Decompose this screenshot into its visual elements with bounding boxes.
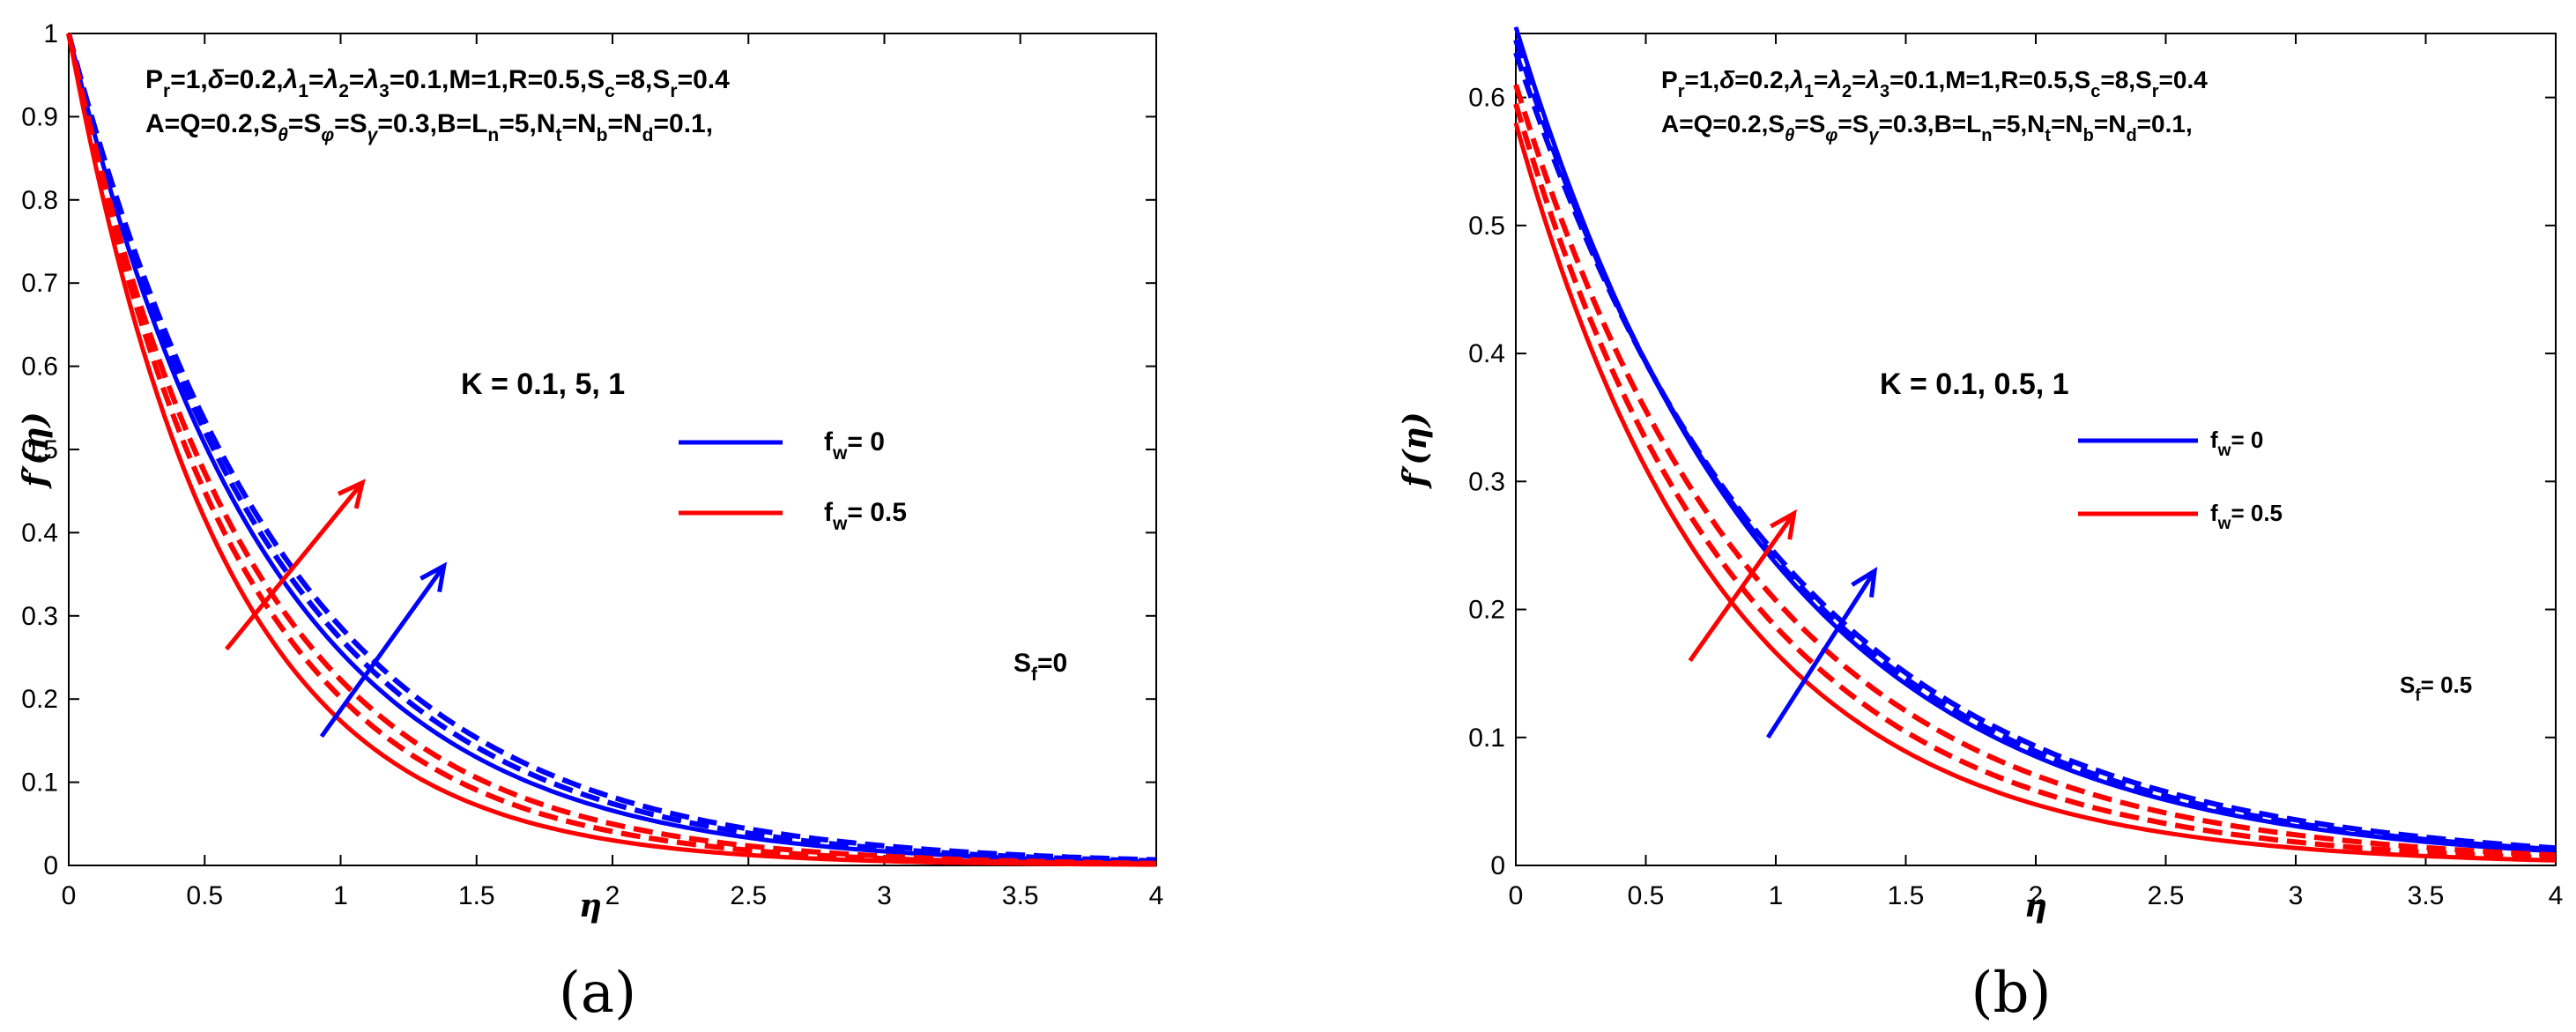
series-line-fw-0-k-1 bbox=[66, 33, 1157, 863]
series-line-fw-0-k-1 bbox=[1513, 51, 2557, 851]
series-line-fw-0-5-k-0-5 bbox=[66, 33, 1156, 867]
y-tick-label: 0.4 bbox=[1468, 339, 1505, 368]
plot-area-a: 0 0.5 1 1.5 2 2.5 3 3.5 4 0 0.1 0.2 0.3 0.4 0.5 0.6 0.7 0… bbox=[21, 19, 1163, 910]
x-tick-label: 4 bbox=[1149, 881, 1164, 910]
series-line-fw-0-k-0-5 bbox=[66, 33, 1157, 864]
y-tick-label: 0 bbox=[43, 851, 58, 880]
y-tick-label: 0.9 bbox=[21, 102, 58, 131]
param-line1-b: Pr=1,δ=0.2,λ1=λ2=λ3=0.1,M=1,R=0.5,Sc=8,S… bbox=[1661, 66, 2208, 101]
y-tick-label: 0.2 bbox=[21, 685, 58, 714]
x-axis-label-b: η bbox=[2024, 887, 2047, 924]
x-tick-label: 2.5 bbox=[730, 881, 767, 910]
trend-arrow-head-1 bbox=[419, 561, 448, 593]
series-line-fw-0-5-k-0-1 bbox=[66, 33, 1156, 867]
trend-arrow-1 bbox=[1766, 569, 1877, 739]
series-line-fw-0-5-k-0-1 bbox=[1513, 123, 2557, 863]
plot-area-b: 0 0.5 1 1.5 2 2.5 3 3.5 4 0 0.1 0.2 0.3 0.4 0.5 0.6 bbox=[1468, 26, 2564, 910]
param-line1-a: Pr=1,δ=0.2,λ1=λ2=λ3=0.1,M=1,R=0.5,Sc=8,S… bbox=[145, 65, 730, 101]
y-tick-label: 0.5 bbox=[21, 435, 58, 464]
k-annotation-a: K = 0.1, 5, 1 bbox=[461, 368, 625, 401]
x-tick-label: 0.5 bbox=[1628, 881, 1665, 910]
y-tick-label: 0.2 bbox=[1468, 596, 1505, 625]
x-tick-label: 3 bbox=[877, 881, 892, 910]
trend-arrow-head-1 bbox=[1851, 567, 1878, 598]
series-line-fw-0-5-k-0-5 bbox=[1513, 103, 2557, 861]
chart-b: 0 0.5 1 1.5 2 2.5 3 3.5 4 0 0.1 0.2 0.3 0.4 0.5 0.6 Pr=… bbox=[1397, 26, 2564, 1026]
y-tick-label: 0.5 bbox=[1468, 212, 1505, 241]
trend-arrow-1 bbox=[319, 564, 446, 739]
legend-label-blue-a: fw= 0 bbox=[824, 427, 885, 464]
legend-label-red-a: fw= 0.5 bbox=[824, 498, 907, 534]
y-tick-label: 0.3 bbox=[1468, 467, 1505, 496]
y-tick-label: 1 bbox=[43, 19, 58, 48]
y-axis-label-a: f′(η) bbox=[17, 412, 54, 489]
trend-arrow-0 bbox=[1688, 512, 1796, 663]
x-tick-label: 4 bbox=[2549, 881, 2564, 910]
series-line-fw-0-5-k-1 bbox=[1513, 84, 2557, 858]
x-tick-label: 2.5 bbox=[2148, 881, 2185, 910]
trend-arrow-head-0 bbox=[337, 479, 366, 509]
legend-label-blue-b: fw= 0 bbox=[2210, 427, 2263, 460]
y-tick-label: 0.8 bbox=[21, 186, 58, 215]
y-tick-label: 0.1 bbox=[21, 768, 58, 798]
x-tick-label: 3.5 bbox=[1002, 881, 1039, 910]
x-tick-label: 0.5 bbox=[186, 881, 223, 910]
param-line2-a: A=Q=0.2,Sθ=Sφ=Sγ=0.3,B=Ln=5,Nt=Nb=Nd=0.1… bbox=[145, 109, 713, 145]
y-tick-label: 0.7 bbox=[21, 269, 58, 298]
x-tick-label: 3.5 bbox=[2408, 881, 2445, 910]
sf-annotation-a: Sf=0 bbox=[1013, 649, 1067, 685]
x-tick-label: 1 bbox=[1769, 881, 1784, 910]
param-line2-b: A=Q=0.2,Sθ=Sφ=Sγ=0.3,B=Ln=5,Nt=Nb=Nd=0.1… bbox=[1661, 110, 2193, 145]
plot-frame-a bbox=[68, 33, 1157, 866]
x-tick-label: 0 bbox=[1509, 881, 1524, 910]
x-tick-label: 0 bbox=[62, 881, 77, 910]
series-line-fw-0-k-0-1 bbox=[1513, 26, 2557, 854]
chart-a: 0 0.5 1 1.5 2 2.5 3 3.5 4 0 0.1 0.2 0.3 0.4 0.5 0.6 0.7 0… bbox=[17, 19, 1163, 1026]
y-tick-label: 0.6 bbox=[21, 353, 58, 382]
x-tick-label: 2 bbox=[2029, 881, 2044, 910]
x-tick-label: 1.5 bbox=[1888, 881, 1925, 910]
series-line-fw-0-k-0-5 bbox=[1513, 39, 2557, 853]
y-tick-label: 0.6 bbox=[1468, 84, 1505, 113]
trend-arrow-0 bbox=[224, 481, 365, 651]
series-line-fw-0-k-0-1 bbox=[66, 33, 1157, 865]
x-tick-label: 3 bbox=[2289, 881, 2304, 910]
x-tick-label: 2 bbox=[605, 881, 620, 910]
series-line-fw-0-5-k-1 bbox=[66, 33, 1157, 866]
y-tick-label: 0.1 bbox=[1468, 724, 1505, 753]
y-axis-label-b: f′(η) bbox=[1397, 412, 1434, 489]
x-tick-label: 1.5 bbox=[458, 881, 495, 910]
caption-a: (a) bbox=[559, 961, 636, 1026]
y-tick-label: 0 bbox=[1490, 851, 1505, 880]
x-axis-label-a: η bbox=[579, 887, 602, 924]
y-tick-label: 0.4 bbox=[21, 518, 58, 547]
trend-arrow-head-0 bbox=[1770, 509, 1797, 540]
plot-frame-b bbox=[1515, 33, 2557, 866]
sf-annotation-b: Sf= 0.5 bbox=[2400, 672, 2472, 705]
caption-b: (b) bbox=[1971, 961, 2052, 1026]
x-tick-label: 1 bbox=[333, 881, 348, 910]
y-tick-label: 0.3 bbox=[21, 602, 58, 631]
k-annotation-b: K = 0.1, 0.5, 1 bbox=[1880, 368, 2069, 401]
legend-label-red-b: fw= 0.5 bbox=[2210, 500, 2283, 533]
